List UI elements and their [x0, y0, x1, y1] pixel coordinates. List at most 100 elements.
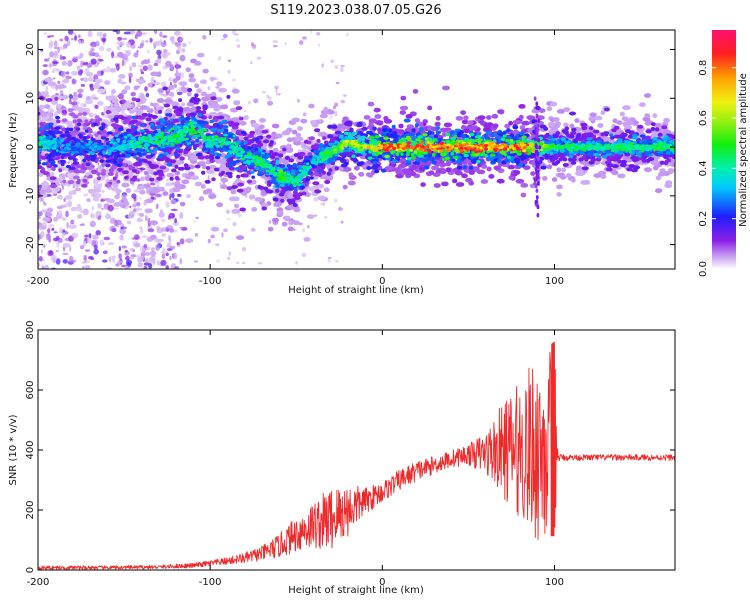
heatmap-cell [561, 167, 567, 173]
heatmap-cell [168, 234, 171, 241]
heatmap-cell [97, 162, 100, 166]
heatmap-cell [45, 86, 49, 92]
heatmap-cell [135, 254, 141, 259]
heatmap-cell [285, 148, 294, 153]
heatmap-cell [108, 256, 112, 263]
heatmap-cell [92, 213, 95, 220]
heatmap-cell [42, 64, 48, 68]
heatmap-cell [175, 89, 179, 92]
heatmap-cell [302, 112, 307, 117]
heatmap-cell [144, 86, 148, 92]
heatmap-cell [48, 237, 51, 243]
heatmap-cell [310, 30, 313, 34]
heatmap-cell [137, 212, 140, 216]
heatmap-cell [139, 105, 148, 110]
heatmap-cell [550, 101, 558, 107]
heatmap-cell [67, 180, 75, 185]
heatmap-cell [261, 206, 268, 211]
heatmap-cell [250, 61, 253, 65]
heatmap-cell [63, 197, 66, 203]
heatmap-cell [156, 49, 162, 56]
heatmap-cell [129, 205, 132, 208]
heatmap-cell [88, 233, 92, 239]
heatmap-cell [127, 213, 135, 219]
heatmap-cell [443, 122, 453, 128]
heatmap-cell [174, 183, 183, 189]
heatmap-cell [269, 140, 274, 145]
heatmap-cell [162, 93, 169, 97]
heatmap-cell [147, 82, 153, 88]
heatmap-cell [86, 198, 91, 203]
heatmap-cell [208, 115, 213, 120]
heatmap-cell [301, 36, 307, 40]
heatmap-cell [414, 118, 420, 123]
heatmap-cell [611, 170, 619, 176]
heatmap-cell [552, 117, 560, 122]
heatmap-cell [162, 48, 168, 54]
heatmap-cell [174, 72, 182, 78]
heatmap-cell [145, 176, 150, 182]
heatmap-cell [227, 69, 231, 74]
heatmap-cell [48, 57, 51, 60]
heatmap-cell [77, 34, 81, 38]
heatmap-cell [663, 117, 670, 123]
heatmap-cell [156, 58, 162, 64]
heatmap-cell [664, 183, 673, 189]
heatmap-cell [86, 63, 93, 68]
heatmap-cell [288, 192, 293, 198]
heatmap-cell [58, 173, 65, 179]
heatmap-cell [136, 185, 145, 190]
heatmap-cell [222, 33, 228, 39]
heatmap-cell [145, 251, 151, 256]
heatmap-cell [194, 61, 202, 66]
heatmap-cell [257, 262, 263, 265]
heatmap-cell [97, 176, 101, 181]
heatmap-cell [38, 91, 41, 98]
heatmap-cell [463, 128, 470, 134]
heatmap-cell [486, 166, 492, 172]
heatmap-cell [160, 41, 167, 47]
heatmap-cell [430, 165, 439, 171]
heatmap-cell [83, 77, 89, 83]
heatmap-cell [93, 249, 99, 255]
heatmap-cell [162, 102, 165, 105]
heatmap-cell [38, 262, 41, 268]
heatmap-cell [156, 260, 160, 266]
heatmap-cell [168, 91, 175, 97]
heatmap-cell [513, 129, 519, 135]
heatmap-cell [124, 175, 129, 180]
heatmap-cell [243, 173, 249, 178]
heatmap-cell [150, 102, 154, 107]
heatmap-cell [57, 210, 63, 217]
heatmap-cell [57, 80, 61, 84]
heatmap-cell [80, 83, 86, 87]
heatmap-cell [94, 104, 99, 109]
heatmap-cell [166, 108, 173, 113]
heatmap-cell [632, 156, 638, 161]
heatmap-cell [49, 40, 54, 47]
heatmap-cell [281, 221, 288, 227]
heatmap-cell [619, 163, 627, 168]
heatmap-cell [185, 67, 191, 73]
heatmap-cell [121, 59, 125, 67]
heatmap-cell [38, 104, 46, 110]
heatmap-cell [49, 35, 55, 38]
heatmap-cell [65, 71, 70, 75]
heatmap-cell [581, 156, 587, 160]
heatmap-cell [272, 197, 279, 202]
heatmap-cell [81, 40, 85, 45]
heatmap-cell [329, 138, 335, 143]
heatmap-cell [49, 51, 54, 58]
heatmap-cell [179, 37, 185, 41]
heatmap-cell [61, 94, 69, 100]
heatmap-cell [126, 220, 132, 225]
heatmap-cell [56, 109, 62, 114]
heatmap-cell [174, 30, 181, 36]
heatmap-cell [49, 176, 57, 181]
heatmap-cell [92, 234, 99, 240]
heatmap-cell [181, 179, 190, 185]
heatmap-cell [111, 98, 119, 104]
heatmap-cell [342, 184, 348, 190]
heatmap-cell [105, 110, 111, 114]
heatmap-cell [657, 132, 663, 137]
